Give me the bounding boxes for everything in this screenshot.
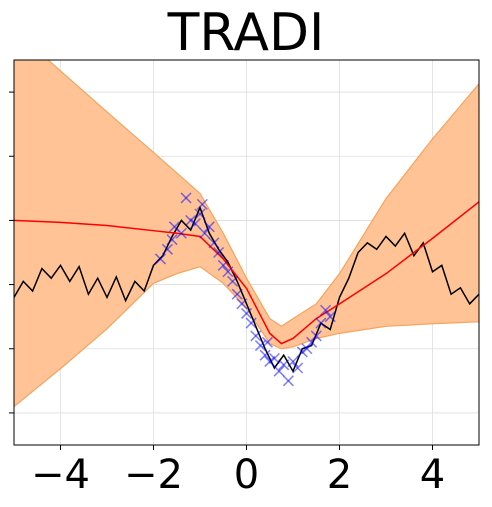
scatter-point [213,246,225,259]
scatter-point [310,330,322,342]
line [14,205,479,373]
scatter-point [236,298,248,310]
marker-stroke [240,307,253,319]
scatter-point [227,275,239,287]
scatter-point [320,304,332,316]
marker-stroke [287,356,299,368]
scatter-point [217,259,229,271]
scatter-point [231,288,243,300]
x-tick-label: 0 [234,452,259,498]
marker-stroke [154,253,167,265]
marker-stroke [168,221,180,233]
plot-area [14,60,479,407]
marker-stroke [199,227,211,239]
x-tick-label: −2 [124,452,183,498]
scatter-point [273,365,285,377]
scatter-point [264,356,276,368]
scatter-point [324,311,336,323]
marker-stroke [185,214,197,226]
marker-stroke [180,192,192,204]
marker-stroke [324,311,336,323]
marker-stroke [292,362,304,374]
marker-stroke [227,275,239,287]
marker-stroke [222,266,234,278]
scatter-point [259,349,271,361]
scatter-point [196,198,208,210]
scatter-point [194,208,206,220]
marker-stroke [194,208,206,220]
marker-stroke [175,227,187,239]
marker-stroke [320,304,332,316]
uncertainty-band [14,60,479,407]
marker-stroke [254,340,266,352]
scatter-point [175,227,187,239]
marker-stroke [264,356,276,368]
scatter-point [282,375,294,387]
marker-stroke [203,221,215,233]
scatter-point [315,317,327,329]
marker-stroke [315,317,327,329]
scatter-point [250,330,262,342]
scatter-point [189,218,201,230]
scatter-point [154,253,167,265]
marker-stroke [236,298,248,310]
scatter-point [222,266,234,278]
scatter-point [199,227,211,239]
scatter-point [296,346,308,358]
x-tick-label: −4 [31,452,90,498]
marker-stroke [208,237,220,249]
scatter-point [245,317,257,329]
scatter-point [278,359,290,371]
scatter-point [185,214,197,226]
scatter-point [292,362,304,374]
x-tick-label: 2 [327,452,352,498]
marker-stroke [301,343,313,355]
marker-stroke [259,349,271,361]
marker-stroke [278,359,290,371]
marker-stroke [245,317,257,329]
marker-stroke [310,330,322,342]
scatter-point [301,343,313,355]
marker-stroke [296,346,308,358]
line [14,201,479,345]
scatter-point [306,336,318,348]
marker-stroke [306,336,318,348]
marker-stroke [196,198,208,210]
band-upper-edge [47,60,479,328]
scatter-point [208,237,220,249]
scatter-point [261,336,273,348]
marker-stroke [282,375,294,387]
band-lower-edge [14,265,479,407]
scatter-point [254,340,266,352]
marker-stroke [261,336,273,348]
scatter-point [203,221,215,233]
scatter-point [161,243,173,255]
scatter-point [180,192,192,204]
chart-title: TRADI [167,3,325,63]
marker-stroke [273,365,285,377]
marker-stroke [213,246,225,259]
marker-stroke [166,234,178,246]
scatter-point [287,356,299,368]
marker-stroke [217,259,229,271]
marker-stroke [268,352,280,364]
marker-stroke [161,243,173,255]
marker-stroke [250,330,262,342]
scatter-point [240,307,253,319]
axes: −4 −2 0 2 4 [9,91,445,498]
x-tick-label: 4 [420,452,445,498]
scatter-point [268,352,280,364]
scatter-point [166,234,178,246]
marker-stroke [189,218,201,230]
marker-stroke [231,288,243,300]
